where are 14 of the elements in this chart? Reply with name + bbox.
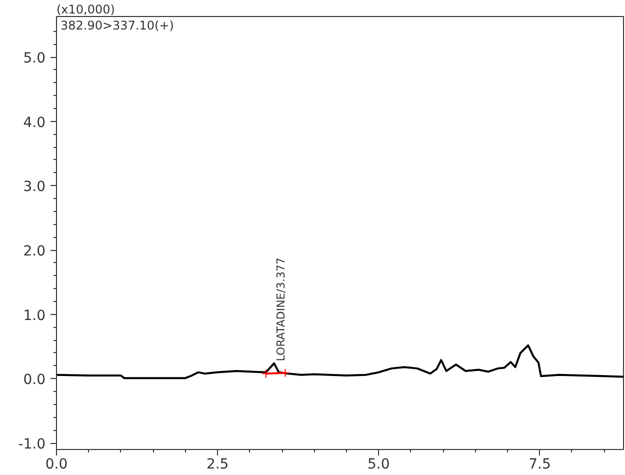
y-axis-title: (x10,000) (56, 2, 115, 16)
y-tick-label: 1.0 (23, 308, 46, 324)
y-tick-label: 3.0 (23, 179, 46, 196)
x-tick-label: 7.5 (528, 456, 551, 472)
x-tick-label: 5.0 (368, 456, 390, 472)
y-tick-label: -1.0 (18, 436, 46, 453)
y-tick-label: 0.0 (23, 372, 46, 388)
x-tick-label: 0.0 (45, 456, 68, 472)
y-tick-label: 2.0 (23, 244, 46, 260)
chart-title: 382.90>337.10(+) (60, 18, 174, 32)
y-tick-label: 5.0 (23, 50, 46, 67)
annotation: LORATADINE/3.377 (274, 258, 288, 362)
x-tick-label: 2.5 (206, 456, 229, 472)
y-tick-label: 4.0 (23, 114, 46, 131)
